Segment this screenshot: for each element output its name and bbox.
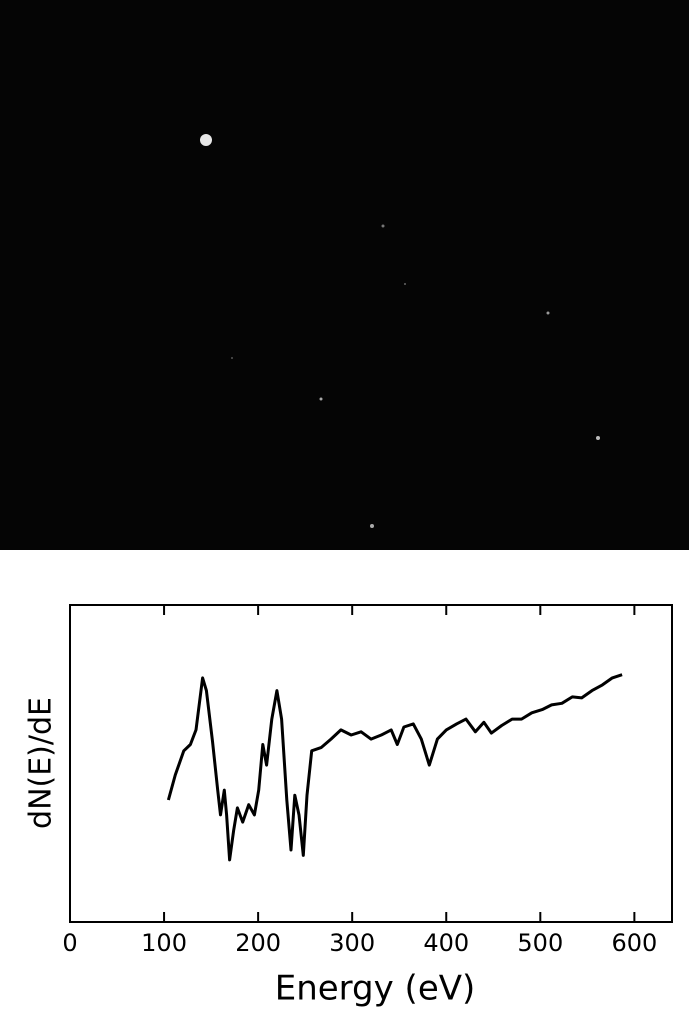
x-axis-label: Energy (eV) (275, 969, 476, 1009)
data-line (168, 675, 622, 860)
y-axis-label: dN(E)/dE (24, 697, 59, 829)
spot (320, 398, 323, 401)
spot (547, 312, 550, 315)
x-tick-label: 400 (423, 929, 469, 957)
spot (231, 357, 233, 359)
plot-frame (70, 605, 672, 922)
spot (200, 134, 212, 146)
x-tick-label: 200 (235, 929, 281, 957)
spot (370, 524, 374, 528)
x-tick-label: 600 (611, 929, 657, 957)
x-tick-label: 0 (62, 929, 77, 957)
diffraction-image (0, 0, 689, 550)
spot (404, 283, 406, 285)
spot (596, 436, 600, 440)
figure: dN(E)/dE Energy (eV) 0 100 200 300 400 500 600 (0, 0, 689, 1013)
page: dN(E)/dE Energy (eV) 0 100 200 300 400 500 600… (0, 0, 689, 1013)
x-tick-label: 300 (329, 929, 375, 957)
x-tick-label: 500 (517, 929, 563, 957)
image-background (0, 0, 689, 550)
x-tick-label: 100 (141, 929, 187, 957)
spot (382, 225, 385, 228)
